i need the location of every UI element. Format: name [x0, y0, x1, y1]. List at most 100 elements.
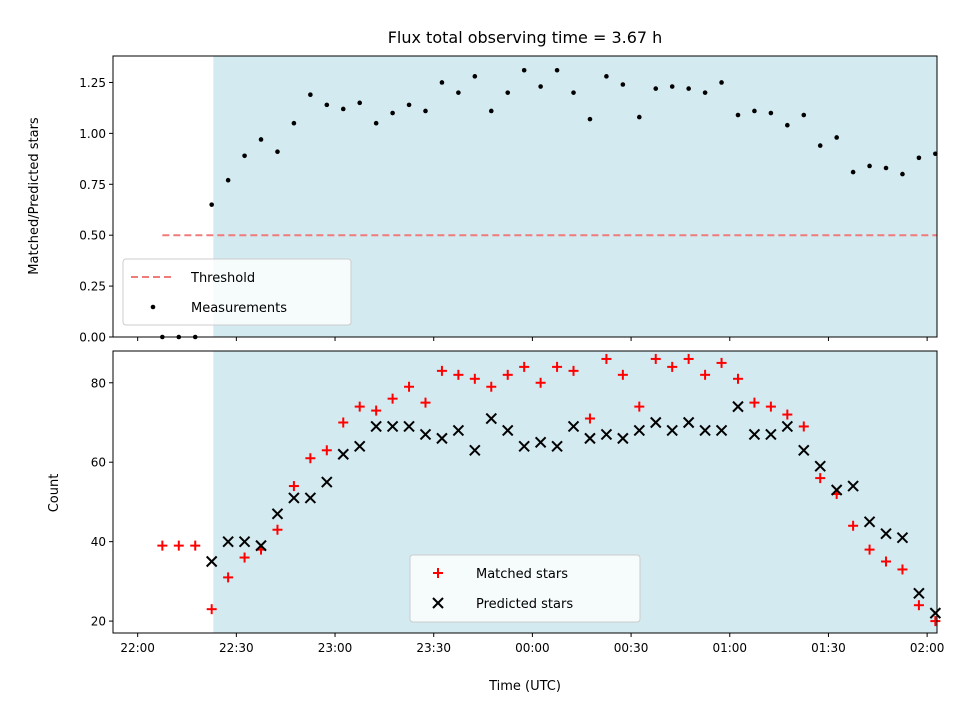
measurement-point: [521, 67, 527, 73]
predicted-star-point: [880, 527, 892, 540]
matched-star-point: [716, 357, 727, 368]
matched-star-point: [552, 361, 563, 372]
predicted-star-point: [781, 420, 794, 433]
measurement-point: [373, 120, 379, 126]
predicted-star-point: [814, 460, 826, 472]
matched-star-point: [469, 373, 480, 384]
measurement-point: [850, 169, 856, 175]
measurement-point: [242, 153, 247, 159]
predicted-star-point: [600, 428, 613, 441]
matched-star-point: [782, 409, 793, 420]
predicted-star-point: [534, 436, 547, 449]
measurement-point: [702, 90, 708, 95]
matched-star-point: [798, 421, 809, 432]
predicted-star-point: [584, 432, 596, 445]
matched-star-point: [371, 405, 382, 416]
predicted-star-point: [518, 440, 530, 453]
matched-star-point: [848, 520, 859, 531]
matched-star-point: [568, 365, 579, 376]
predicted-star-point: [370, 420, 382, 433]
measurement-point: [340, 106, 346, 112]
predicted-star-point: [304, 492, 317, 504]
predicted-star-point: [567, 420, 580, 433]
predicted-star-point: [748, 428, 761, 441]
predicted-star-point: [436, 432, 448, 445]
measurement-point: [406, 102, 412, 108]
y-tick-label: 1.00: [79, 127, 106, 141]
measurement-point: [768, 110, 774, 116]
matched-star-point: [387, 393, 398, 404]
measurement-point: [669, 84, 675, 89]
measurement-point: [653, 86, 659, 91]
predicted-star-point: [913, 587, 925, 599]
legend-matched-swatch: [433, 568, 443, 578]
matched-star-point: [173, 540, 184, 551]
measurement-point: [571, 90, 576, 95]
predicted-star-point: [271, 508, 284, 520]
predicted-star-point: [798, 444, 810, 457]
measurement-point: [423, 108, 428, 114]
measurement-point: [275, 149, 280, 155]
measurement-point: [801, 112, 807, 118]
legend-threshold-label: Threshold: [190, 271, 255, 286]
top-y-axis: 0.00 0.25 0.50 0.75 1.00 1.25: [79, 76, 113, 345]
matched-star-point: [897, 564, 908, 575]
measurement-point: [587, 116, 593, 122]
y-tick-label: 60: [91, 456, 106, 470]
measurement-point: [867, 163, 872, 169]
y-tick-label: 40: [91, 535, 106, 549]
bottom-plot-frame: [112, 350, 938, 634]
measurement-point: [817, 143, 823, 148]
measurement-point: [209, 202, 214, 207]
measurement-point: [637, 114, 642, 120]
measurement-point: [916, 155, 922, 161]
predicted-star-point: [633, 424, 646, 437]
x-tick-label: 23:30: [416, 641, 451, 655]
x-tick-label: 01:00: [712, 641, 747, 655]
predicted-star-point: [929, 607, 942, 619]
predicted-star-point: [551, 440, 563, 453]
measurement-point: [620, 82, 626, 87]
predicted-star-point: [238, 535, 251, 548]
predicted-star-point: [452, 424, 465, 437]
y-tick-label: 20: [91, 615, 106, 629]
measurement-point: [439, 80, 445, 85]
measurement-point: [291, 120, 297, 126]
top-legend-box: [122, 258, 352, 326]
predicted-star-point: [617, 432, 629, 445]
measurement-point: [258, 137, 264, 142]
legend-predicted-label: Predicted stars: [476, 597, 573, 612]
predicted-star-point: [222, 535, 234, 548]
predicted-star-point: [205, 555, 218, 568]
top-legend: Threshold Measurements: [122, 258, 352, 326]
matched-star-point: [584, 413, 595, 424]
matched-star-point: [239, 552, 250, 563]
predicted-star-point: [650, 416, 662, 429]
x-tick-label: 23:00: [318, 641, 353, 655]
matched-star-point: [765, 401, 776, 412]
measurement-point: [357, 100, 363, 106]
measurement-point: [505, 90, 511, 95]
predicted-star-point: [255, 539, 267, 552]
matched-star-point: [535, 377, 546, 388]
predicted-star-point: [699, 424, 711, 437]
matched-star-point: [864, 544, 875, 555]
predicted-star-point: [682, 416, 695, 429]
predicted-star-point: [386, 420, 399, 433]
matched-star-point: [321, 445, 332, 456]
legend-measurements-swatch: [150, 304, 156, 310]
top-panel: 0.00 0.25 0.50 0.75 1.00 1.25 Matched/Predict…: [27, 55, 938, 345]
matched-star-point: [732, 373, 743, 384]
x-tick-label: 00:30: [614, 641, 649, 655]
y-tick-label: 1.25: [79, 76, 106, 90]
matched-star-point: [749, 397, 760, 408]
bottom-panel: 20 40 60 80 22:00 22:30 23:00 23:30 00:00 00:30 0…: [47, 350, 944, 694]
legend-measurements-label: Measurements: [191, 301, 287, 316]
bottom-y-axis: 20 40 60 80: [91, 376, 113, 629]
top-plot-frame: [112, 55, 938, 338]
matched-star-point: [700, 369, 711, 380]
matched-star-point: [617, 369, 628, 380]
bottom-y-axis-label: Count: [47, 474, 62, 513]
measurement-point: [604, 74, 609, 79]
